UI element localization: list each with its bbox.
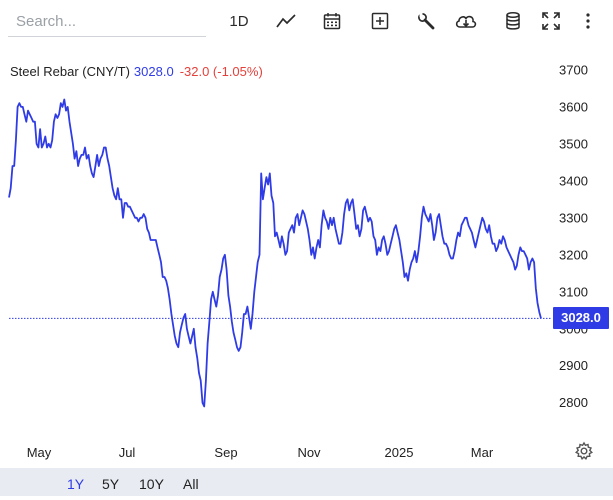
range-10y-button[interactable]: 10Y	[139, 476, 164, 492]
legend-price: 3028.0	[133, 64, 174, 79]
x-tick-label: 2025	[385, 445, 414, 460]
x-tick-label: Sep	[214, 445, 237, 460]
more-vertical-icon[interactable]	[578, 6, 598, 36]
range-1y-button[interactable]: 1Y	[67, 476, 85, 492]
legend-symbol: Steel Rebar (CNY/T)	[10, 64, 130, 79]
chart-area[interactable]: 2800290030003100320033003400350036003700…	[0, 44, 613, 468]
range-selector: 1Y 5Y 10Y All	[0, 468, 613, 496]
y-tick-label: 2800	[559, 395, 588, 410]
y-tick-label: 3500	[559, 136, 588, 151]
y-tick-label: 3700	[559, 62, 588, 77]
cloud-download-icon[interactable]	[451, 6, 481, 36]
fullscreen-icon[interactable]	[538, 6, 564, 36]
gear-icon[interactable]	[574, 441, 594, 461]
y-tick-label: 3300	[559, 210, 588, 225]
x-tick-label: Nov	[297, 445, 321, 460]
x-axis: May Jul Sep Nov 2025 Mar	[27, 445, 494, 460]
legend-change: -32.0 (-1.05%)	[179, 64, 263, 79]
y-tick-label: 3200	[559, 247, 588, 262]
price-chart[interactable]: 2800290030003100320033003400350036003700…	[0, 44, 613, 468]
toolbar: 1D	[0, 0, 613, 44]
interval-button[interactable]: 1D	[229, 12, 249, 30]
y-tick-label: 3100	[559, 284, 588, 299]
calendar-icon[interactable]	[318, 6, 346, 36]
line-chart-icon[interactable]	[272, 6, 300, 36]
series-line	[8, 98, 542, 408]
y-tick-label: 3600	[559, 99, 588, 114]
database-icon[interactable]	[499, 6, 527, 36]
x-tick-label: May	[27, 445, 52, 460]
x-tick-label: Mar	[471, 445, 494, 460]
y-axis: 2800290030003100320033003400350036003700	[559, 62, 588, 410]
range-5y-button[interactable]: 5Y	[102, 476, 120, 492]
chart-legend: Steel Rebar (CNY/T) 3028.0 -32.0 (-1.05%)	[10, 64, 263, 79]
range-all-button[interactable]: All	[183, 476, 199, 492]
last-price-tag: 3028.0	[553, 307, 609, 330]
plus-box-icon[interactable]	[366, 6, 394, 36]
x-tick-label: Jul	[119, 445, 136, 460]
search-input[interactable]	[8, 7, 206, 37]
y-tick-label: 2900	[559, 358, 588, 373]
wrench-icon[interactable]	[412, 6, 440, 36]
y-tick-label: 3400	[559, 173, 588, 188]
